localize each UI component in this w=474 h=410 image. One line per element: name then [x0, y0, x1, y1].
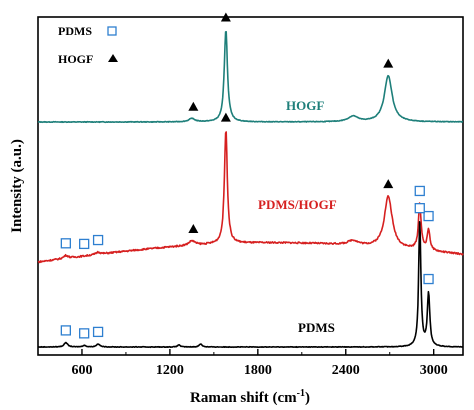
series-label-pdms: PDMS [298, 320, 335, 335]
legend: PDMS HOGF [58, 24, 118, 66]
pdms-peak-marker [79, 328, 90, 339]
x-axis-title-end: ) [305, 390, 310, 406]
series-label-hogf: HOGF [286, 98, 324, 113]
series-line-pdms [37, 221, 464, 349]
x-axis-title: Raman shift (cm-1) [190, 388, 310, 406]
pdms-peak-marker [92, 326, 104, 338]
x-tick-label: 1800 [244, 363, 272, 378]
x-tick-label: 600 [71, 363, 92, 378]
pdms-peak-marker [79, 238, 90, 250]
pdms-peak-marker [414, 203, 425, 214]
legend-triangle-icon [108, 54, 118, 62]
pdms-peak-marker [60, 325, 71, 336]
marker-layer [60, 12, 434, 339]
legend-label-pdms: PDMS [58, 24, 92, 38]
series-layer [37, 31, 464, 349]
series-line-pdms-hogf [37, 131, 464, 264]
hogf-peak-marker [383, 179, 394, 189]
pdms-peak-marker [423, 210, 434, 222]
legend-square-icon [107, 26, 117, 36]
x-tick-label: 3000 [420, 363, 448, 378]
hogf-peak-marker [220, 112, 231, 122]
x-axis-title-sup: -1 [297, 388, 305, 399]
series-labels: HOGF PDMS/HOGF PDMS [258, 98, 337, 335]
hogf-peak-marker [220, 12, 231, 22]
series-line-hogf [37, 31, 464, 124]
x-tick-label: 1200 [156, 363, 184, 378]
hogf-peak-marker [188, 101, 199, 111]
series-label-pdms-hogf: PDMS/HOGF [258, 197, 337, 212]
hogf-peak-marker [383, 58, 394, 68]
pdms-peak-marker [92, 234, 104, 246]
pdms-peak-marker [414, 185, 425, 197]
x-axis-title-main: Raman shift (cm [190, 390, 297, 406]
y-axis-title: Intensity (a.u.) [9, 139, 25, 233]
pdms-peak-marker [60, 238, 71, 249]
legend-label-hogf: HOGF [58, 52, 93, 66]
x-tick-label: 2400 [332, 363, 360, 378]
plot-frame [37, 16, 464, 356]
hogf-peak-marker [188, 224, 199, 234]
x-axis: 600 1200 1800 2400 3000 [71, 349, 448, 378]
pdms-peak-marker [423, 273, 434, 285]
